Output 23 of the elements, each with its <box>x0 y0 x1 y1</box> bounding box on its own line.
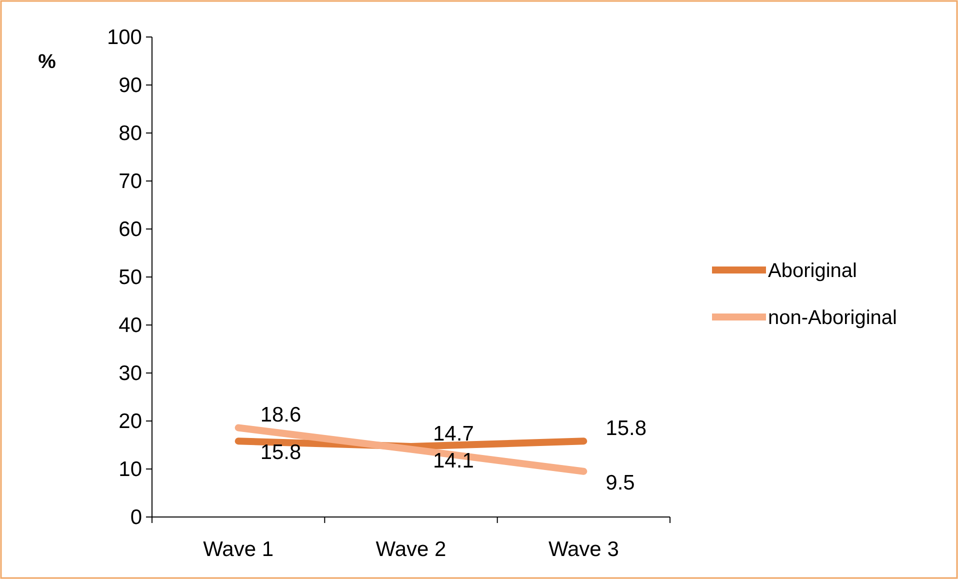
data-label: 15.8 <box>260 441 302 464</box>
y-tick-label: 30 <box>118 362 142 385</box>
x-tick-label: Wave 2 <box>376 538 446 561</box>
y-tick-label: 10 <box>118 458 142 481</box>
y-tick-label: 90 <box>118 74 142 97</box>
legend-label: non-Aboriginal <box>768 307 897 329</box>
x-tick-label: Wave 1 <box>203 538 274 561</box>
y-tick-label: 60 <box>118 218 142 241</box>
y-tick-label: 40 <box>118 314 142 337</box>
y-tick-label: 70 <box>118 170 142 193</box>
y-tick-label: 100 <box>106 26 142 49</box>
y-tick-label: 50 <box>118 266 142 289</box>
data-label: 15.8 <box>606 417 647 440</box>
x-tick-label: Wave 3 <box>548 538 619 561</box>
y-tick-label: 80 <box>118 122 142 145</box>
data-label: 14.1 <box>433 449 474 472</box>
data-label: 14.7 <box>433 422 474 446</box>
y-tick-label: 20 <box>118 410 142 433</box>
legend-label: Aboriginal <box>768 260 857 282</box>
data-label: 9.5 <box>606 471 635 494</box>
data-label: 18.6 <box>260 404 302 427</box>
y-axis-title: % <box>38 51 56 73</box>
y-tick-label: 0 <box>130 506 142 529</box>
